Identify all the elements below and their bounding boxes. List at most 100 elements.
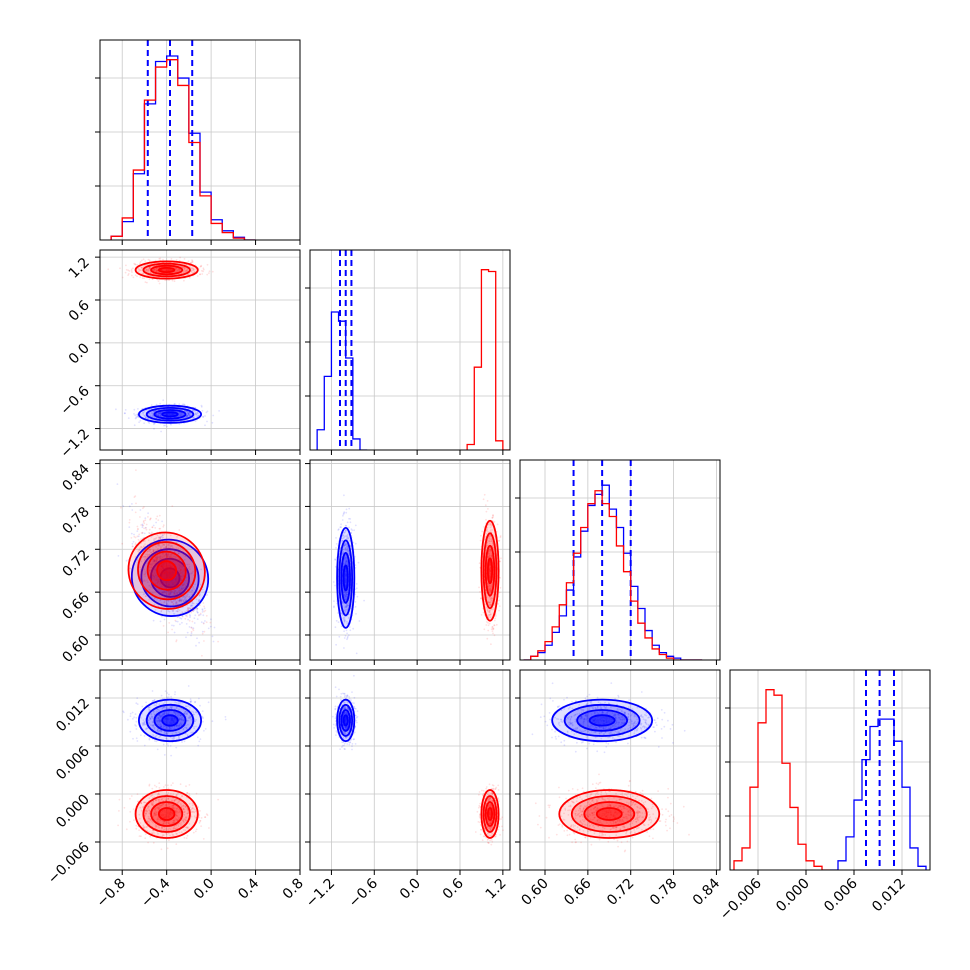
scatter-point <box>179 411 182 414</box>
scatter-point <box>145 416 148 419</box>
scatter-point <box>139 509 142 511</box>
scatter-point <box>172 718 175 721</box>
scatter-point <box>179 569 182 571</box>
scatter-point <box>150 712 153 715</box>
scatter-point <box>152 560 155 563</box>
scatter-point <box>144 572 147 574</box>
scatter-point <box>491 517 494 519</box>
scatter-point <box>151 576 154 579</box>
scatter-point <box>167 717 170 719</box>
scatter-point <box>344 581 347 584</box>
scatter-point <box>173 719 176 722</box>
scatter-point <box>160 725 163 727</box>
scatter-point <box>165 567 168 569</box>
scatter-point <box>181 716 184 719</box>
scatter-point <box>487 585 490 588</box>
scatter-point <box>166 268 169 271</box>
scatter-point <box>147 269 150 272</box>
scatter-point <box>175 580 178 583</box>
scatter-point <box>143 527 146 530</box>
scatter-point <box>164 570 167 573</box>
scatter-point <box>152 549 155 551</box>
scatter-point <box>165 721 168 724</box>
scatter-point <box>178 566 181 569</box>
scatter-point <box>156 730 159 732</box>
scatter-point <box>170 719 173 722</box>
scatter-point <box>151 720 154 723</box>
scatter-point <box>192 269 195 271</box>
scatter-point <box>184 588 186 591</box>
scatter-point <box>168 568 171 571</box>
scatter-point <box>148 553 151 556</box>
scatter-point <box>153 268 156 271</box>
scatter-point <box>148 584 151 587</box>
scatter-point <box>183 267 186 269</box>
scatter-point <box>202 720 204 723</box>
scatter-point <box>341 612 343 615</box>
scatter-point <box>186 414 189 417</box>
scatter-point <box>180 599 183 602</box>
scatter-point <box>337 529 340 531</box>
scatter-point <box>489 568 491 571</box>
scatter-point <box>489 585 491 588</box>
scatter-point <box>488 540 491 542</box>
scatter-point <box>170 590 173 593</box>
scatter-point <box>183 403 185 406</box>
scatter-point <box>196 608 199 611</box>
scatter-point <box>142 723 144 725</box>
scatter-point <box>166 565 169 568</box>
scatter-point <box>190 267 193 270</box>
scatter-point <box>170 568 173 571</box>
scatter-point <box>183 583 185 586</box>
scatter-point <box>171 413 173 415</box>
scatter-point <box>344 535 347 538</box>
scatter-point <box>140 524 143 526</box>
scatter-point <box>165 737 168 740</box>
scatter-point <box>160 605 163 607</box>
scatter-point <box>179 562 182 564</box>
scatter-point <box>163 559 166 561</box>
scatter-point <box>164 424 167 427</box>
scatter-point <box>179 612 182 615</box>
scatter-point <box>176 601 178 604</box>
scatter-point <box>167 268 170 271</box>
scatter-point <box>343 637 346 639</box>
scatter-point <box>169 575 172 578</box>
scatter-point <box>333 600 335 602</box>
scatter-point <box>157 731 160 733</box>
scatter-point <box>158 725 161 728</box>
scatter-point <box>157 708 160 711</box>
scatter-point <box>171 279 174 282</box>
scatter-point <box>166 571 169 574</box>
scatter-point <box>128 519 131 521</box>
scatter-point <box>121 542 124 545</box>
scatter-point <box>483 526 485 528</box>
scatter-point <box>342 537 345 540</box>
scatter-point <box>343 593 345 596</box>
scatter-point <box>181 598 183 600</box>
scatter-point <box>173 717 176 720</box>
scatter-point <box>488 588 490 591</box>
scatter-point <box>165 564 168 566</box>
scatter-point <box>488 542 491 545</box>
scatter-point <box>168 614 171 617</box>
scatter-point <box>343 591 345 594</box>
scatter-point <box>150 724 152 726</box>
scatter-point <box>165 555 168 557</box>
scatter-point <box>170 413 173 415</box>
scatter-point <box>168 574 171 576</box>
scatter-point <box>167 600 170 603</box>
scatter-point <box>141 523 144 526</box>
scatter-point <box>192 713 195 716</box>
scatter-point <box>175 555 177 558</box>
scatter-point <box>172 600 175 602</box>
scatter-point <box>148 566 151 569</box>
scatter-point <box>178 599 181 602</box>
scatter-point <box>165 562 168 565</box>
scatter-point <box>185 269 188 272</box>
scatter-point <box>337 612 339 614</box>
scatter-point <box>149 569 152 572</box>
scatter-point <box>345 594 347 597</box>
scatter-point <box>176 560 179 563</box>
scatter-point <box>169 592 172 595</box>
